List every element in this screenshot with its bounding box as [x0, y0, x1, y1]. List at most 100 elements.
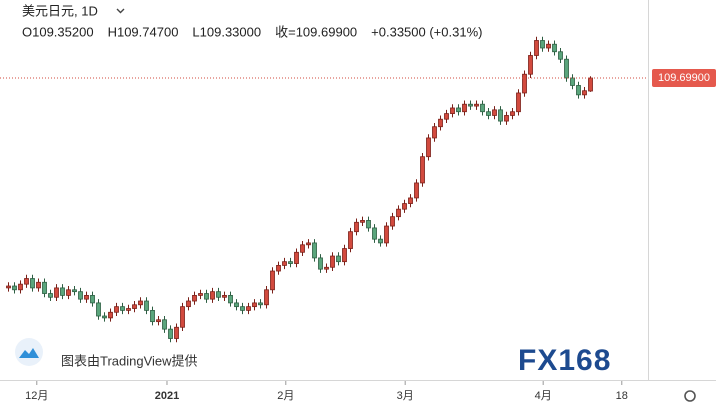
candle-body — [438, 118, 443, 128]
candle-body — [60, 287, 65, 296]
candle-body — [270, 270, 275, 291]
ohlc-value: O109.35200 — [22, 24, 94, 39]
candle-body — [390, 216, 395, 227]
candle-body — [6, 285, 11, 289]
candle-body — [222, 295, 227, 298]
candle-body — [42, 281, 47, 294]
candle-body — [450, 107, 455, 114]
candle-body — [186, 300, 191, 308]
candle-body — [498, 109, 503, 122]
candle-body — [342, 248, 347, 263]
candle-body — [180, 306, 185, 328]
candle-body — [36, 281, 41, 289]
candle-body — [234, 302, 239, 308]
ohlc-header: O109.35200 H109.74700 L109.33000 收=109.6990… — [22, 24, 482, 39]
x-tick-label: 4月 — [535, 390, 552, 402]
candles — [6, 36, 593, 343]
candle-body — [264, 289, 269, 306]
credit-icon — [19, 348, 39, 358]
candle-body — [84, 295, 89, 300]
candle-body — [384, 225, 389, 244]
candle-body — [486, 111, 491, 116]
candle-body — [258, 302, 263, 306]
candle-body — [354, 221, 359, 233]
candle-body — [306, 242, 311, 246]
candle-body — [12, 285, 17, 291]
candle-body — [366, 220, 371, 229]
candle-body — [534, 40, 539, 56]
candle-body — [396, 208, 401, 218]
candle-body — [564, 58, 569, 79]
candle-body — [582, 90, 587, 96]
candle-body — [96, 302, 101, 317]
candle-body — [402, 203, 407, 210]
candle-body — [372, 227, 377, 240]
candle-body — [570, 77, 575, 86]
candle-body — [240, 306, 245, 311]
candle-body — [132, 304, 137, 309]
candle-body — [444, 113, 449, 120]
candle-body — [528, 55, 533, 75]
candle-body — [360, 220, 365, 223]
candle-body — [252, 302, 257, 308]
candle-body — [318, 257, 323, 270]
candle-body — [420, 156, 425, 184]
candle-body — [300, 244, 305, 253]
candle-body — [576, 85, 581, 96]
logo: FX168 — [518, 344, 611, 377]
candle-body — [378, 238, 383, 244]
x-tick-label: 2021 — [155, 390, 179, 402]
candle-body — [162, 319, 167, 330]
candle-body — [426, 137, 431, 158]
candle-body — [168, 328, 173, 339]
candle-body — [126, 308, 131, 311]
credit-text: 图表由TradingView提供 — [61, 353, 198, 368]
ohlc-value: L109.33000 — [192, 24, 261, 39]
candle-body — [516, 92, 521, 113]
settings-icon[interactable] — [684, 390, 696, 402]
candle-body — [114, 306, 119, 313]
candle-body — [294, 251, 299, 264]
candle-body — [228, 295, 233, 304]
candle-body — [462, 103, 467, 113]
candle-body — [192, 295, 197, 302]
x-tick-label: 12月 — [25, 390, 48, 402]
tradingview-credit: 图表由TradingView提供 — [15, 338, 198, 368]
candle-body — [90, 295, 95, 304]
candle-body — [66, 289, 71, 296]
candle-body — [78, 291, 83, 300]
candle-body — [414, 182, 419, 199]
candle-body — [510, 111, 515, 116]
last-price-label: 109.69900 — [658, 72, 710, 84]
candle-body — [588, 77, 593, 92]
candle-body — [54, 287, 59, 298]
candle-body — [216, 291, 221, 298]
ohlc-value: H109.74700 — [108, 24, 179, 39]
candle-body — [48, 293, 53, 298]
symbol-title: 美元日元, 1D — [22, 3, 98, 18]
candle-body — [72, 289, 77, 293]
dropdown-icon[interactable] — [116, 8, 125, 14]
candle-body — [546, 43, 551, 49]
candle-body — [432, 126, 437, 139]
last-price-tag — [652, 69, 716, 88]
candle-body — [150, 309, 155, 323]
candle-body — [456, 107, 461, 113]
candle-body — [468, 103, 473, 107]
candle-body — [156, 319, 161, 323]
x-tick-label: 2月 — [277, 390, 294, 402]
candle-body — [174, 326, 179, 339]
candle-body — [24, 278, 29, 285]
candle-body — [522, 73, 527, 94]
candle-body — [480, 103, 485, 113]
candle-body — [108, 311, 113, 319]
candle-body — [348, 231, 353, 249]
candle-body — [552, 43, 557, 53]
candle-body — [282, 261, 287, 266]
gear[interactable] — [684, 390, 696, 402]
candle-body — [30, 278, 35, 289]
candle-body — [474, 103, 479, 107]
